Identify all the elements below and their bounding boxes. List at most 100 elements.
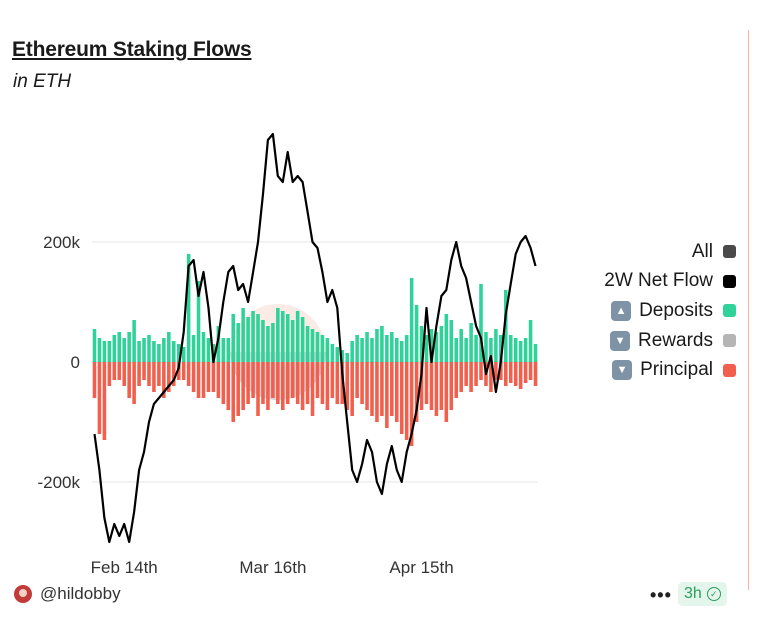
panel-divider	[748, 30, 749, 590]
grid-lines	[92, 241, 538, 483]
bar-principal	[504, 362, 508, 386]
bar-principal	[449, 362, 454, 410]
bar-deposits	[241, 308, 245, 362]
bar-deposits	[236, 323, 240, 362]
bar-principal	[414, 362, 419, 422]
legend-item-rewards[interactable]: ▼ Rewards	[604, 326, 736, 356]
more-options-button[interactable]: •••	[650, 585, 672, 605]
bar-deposits	[429, 329, 434, 362]
bar-principal	[216, 362, 221, 398]
bar-principal	[92, 362, 97, 398]
bar-deposits	[266, 326, 270, 362]
bar-principal	[350, 362, 354, 416]
bar-deposits	[102, 341, 107, 362]
bar-principal	[489, 362, 493, 392]
x-tick-label: Feb 14th	[91, 558, 158, 577]
bar-deposits	[489, 338, 493, 362]
bar-deposits	[152, 341, 156, 362]
bar-principal	[325, 362, 330, 410]
bar-principal	[409, 362, 414, 446]
bar-deposits	[513, 338, 518, 362]
y-tick-label: -200k	[37, 473, 80, 492]
bar-principal	[132, 362, 136, 404]
bar-deposits	[380, 326, 384, 362]
bar-deposits	[404, 335, 409, 362]
bar-deposits	[320, 335, 325, 362]
legend-item-all[interactable]: All	[604, 237, 736, 267]
bar-principal	[290, 362, 295, 398]
bar-principal	[122, 362, 126, 386]
bar-principal	[533, 362, 538, 386]
bar-deposits	[414, 305, 419, 362]
bar-deposits	[137, 341, 141, 362]
legend-swatch	[723, 363, 736, 377]
bar-deposits	[494, 329, 498, 362]
bar-principal	[211, 362, 216, 392]
bar-principal	[345, 362, 349, 410]
legend-swatch	[723, 274, 736, 288]
x-tick-label: Apr 15th	[389, 558, 453, 577]
bar-deposits	[390, 332, 394, 362]
bar-deposits	[394, 338, 399, 362]
bars	[92, 254, 538, 446]
bar-principal	[394, 362, 399, 422]
bar-principal	[102, 362, 107, 440]
bar-deposits	[360, 338, 364, 362]
bar-deposits	[147, 335, 151, 362]
bar-principal	[459, 362, 463, 392]
bar-principal	[404, 362, 409, 440]
bar-deposits	[355, 335, 359, 362]
refresh-time-badge[interactable]: 3h ✓	[678, 582, 727, 606]
bar-principal	[479, 362, 483, 380]
bar-deposits	[449, 320, 454, 362]
bar-principal	[494, 362, 498, 380]
legend-label: Principal	[640, 359, 713, 381]
bar-deposits	[221, 338, 226, 362]
bar-principal	[513, 362, 518, 386]
down-arrow-icon: ▼	[610, 330, 631, 351]
legend-item-net-flow[interactable]: 2W Net Flow	[604, 267, 736, 297]
x-tick-label: Mar 16th	[239, 558, 306, 577]
bar-principal	[310, 362, 315, 416]
bar-deposits	[226, 338, 231, 362]
bar-principal	[162, 362, 166, 398]
bar-principal	[112, 362, 117, 380]
bar-principal	[226, 362, 231, 410]
legend-swatch	[723, 334, 736, 348]
bar-principal	[385, 362, 389, 428]
bar-principal	[365, 362, 369, 410]
bar-principal	[276, 362, 280, 404]
bar-principal	[236, 362, 240, 416]
bar-principal	[246, 362, 250, 404]
bar-deposits	[434, 332, 439, 362]
bar-deposits	[330, 344, 335, 362]
bar-deposits	[186, 254, 191, 362]
bar-principal	[380, 362, 384, 416]
bar-deposits	[92, 329, 97, 362]
bar-principal	[523, 362, 528, 383]
y-tick-label: 200k	[43, 233, 80, 252]
bar-principal	[107, 362, 112, 386]
bar-principal	[424, 362, 429, 404]
bar-principal	[142, 362, 146, 380]
bar-deposits	[112, 335, 117, 362]
bar-deposits	[385, 335, 389, 362]
bar-deposits	[335, 347, 340, 362]
down-arrow-icon: ▼	[612, 360, 633, 381]
bar-principal	[355, 362, 359, 398]
bar-deposits	[157, 344, 161, 362]
bar-deposits	[142, 338, 146, 362]
bar-deposits	[196, 281, 201, 362]
bar-deposits	[201, 332, 206, 362]
author[interactable]: @hildobby	[14, 584, 121, 604]
bar-principal	[300, 362, 305, 410]
bar-deposits	[370, 338, 374, 362]
bar-principal	[518, 362, 523, 389]
bar-principal	[261, 362, 265, 404]
bar-principal	[434, 362, 439, 416]
legend-item-principal[interactable]: ▼ Principal	[604, 355, 736, 385]
bar-principal	[474, 362, 478, 386]
bar-principal	[305, 362, 310, 404]
legend-item-deposits[interactable]: ▲ Deposits	[604, 296, 736, 326]
